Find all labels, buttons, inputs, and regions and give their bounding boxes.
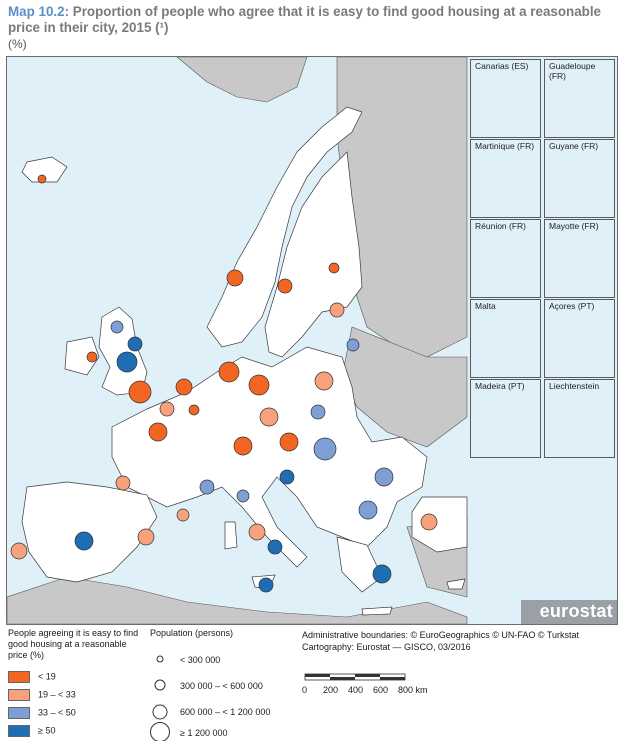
- map-frame[interactable]: Canarias (ES) Guadeloupe (FR) Martinique…: [6, 56, 618, 625]
- inset-madeira: Madeira (PT): [470, 379, 541, 458]
- city-circle: [372, 564, 392, 584]
- city-circle: [127, 336, 143, 352]
- city-circle: [116, 351, 138, 373]
- pop-class-3: 600 000 – < 1 200 000: [180, 707, 271, 717]
- swatch-19-33: [8, 689, 30, 701]
- city-circle: [248, 374, 270, 396]
- map-title: Map 10.2: Proportion of people who agree…: [8, 4, 608, 36]
- inset-canarias: Canarias (ES): [470, 59, 541, 138]
- share-class-1: < 19: [8, 671, 56, 683]
- city-circle: [188, 404, 200, 416]
- population-circles: [150, 655, 170, 741]
- inset-acores: Açores (PT): [544, 299, 615, 378]
- swatch-33-50: [8, 707, 30, 719]
- russia-land: [336, 57, 468, 358]
- city-circle: [148, 422, 168, 442]
- city-circle: [248, 523, 266, 541]
- share-legend: People agreeing it is easy to find good …: [8, 628, 148, 738]
- scale-bar-graphic: [304, 673, 406, 681]
- population-legend: Population (persons) < 300 000 300 000 –…: [150, 628, 300, 741]
- city-circle: [258, 577, 274, 593]
- city-circle: [176, 508, 190, 522]
- inset-reunion: Réunion (FR): [470, 219, 541, 298]
- greenland-land: [176, 57, 308, 103]
- city-circle: [218, 361, 240, 383]
- city-circle: [175, 378, 193, 396]
- inset-guyane: Guyane (FR): [544, 139, 615, 218]
- share-class-4: ≥ 50: [8, 725, 55, 737]
- inset-liechtenstein: Liechtenstein: [544, 379, 615, 458]
- city-circle: [346, 338, 360, 352]
- inset-mayotte: Mayotte (FR): [544, 219, 615, 298]
- city-circle: [199, 479, 215, 495]
- map-title-text: Proportion of people who agree that it i…: [8, 4, 602, 35]
- city-circle: [279, 469, 295, 485]
- pop-class-2: 300 000 – < 600 000: [180, 681, 263, 691]
- city-circle: [279, 432, 299, 452]
- sardinia-land: [224, 521, 238, 550]
- scale-tick-800: 800 km: [398, 685, 428, 695]
- norway-land: [206, 106, 363, 348]
- turkey-land: [411, 496, 468, 553]
- city-circle: [314, 371, 334, 391]
- city-circle: [328, 262, 340, 274]
- cyprus-land: [446, 578, 466, 590]
- scale-tick-600: 600: [373, 685, 389, 695]
- swatch-lt19: [8, 671, 30, 683]
- city-circle: [128, 380, 152, 404]
- city-circle: [310, 404, 326, 420]
- credits-cartography: Cartography: Eurostat — GISCO, 03/2016: [302, 642, 471, 652]
- pop-class-1: < 300 000: [180, 655, 221, 665]
- share-class-3: 33 – < 50: [8, 707, 76, 719]
- city-circle: [159, 401, 175, 417]
- eurostat-logo-bg: [521, 600, 617, 624]
- credits-boundaries: Administrative boundaries: © EuroGeograp…: [302, 630, 580, 640]
- city-circle: [277, 278, 293, 294]
- city-circle: [226, 269, 244, 287]
- scale-tick-200: 200: [323, 685, 339, 695]
- scale-tick-0: 0: [302, 685, 308, 695]
- city-circle: [10, 542, 28, 560]
- inset-guadeloupe: Guadeloupe (FR): [544, 59, 615, 138]
- scale-bar: 0 200 400 600 800 km: [302, 668, 442, 698]
- map-number: Map 10.2:: [8, 4, 70, 19]
- city-circle: [233, 436, 253, 456]
- swatch-ge50: [8, 725, 30, 737]
- city-circle: [313, 437, 337, 461]
- credits: Administrative boundaries: © EuroGeograp…: [302, 629, 579, 653]
- share-legend-title: People agreeing it is easy to find good …: [8, 628, 139, 660]
- city-circle: [115, 475, 131, 491]
- city-circle: [37, 174, 47, 184]
- greece-land: [336, 536, 383, 593]
- inset-martinique: Martinique (FR): [470, 139, 541, 218]
- iceland-land: [21, 156, 68, 183]
- share-class-2: 19 – < 33: [8, 689, 76, 701]
- city-circle: [137, 528, 155, 546]
- ireland-land: [64, 336, 100, 376]
- city-circle: [374, 467, 394, 487]
- city-circle: [74, 531, 94, 551]
- iberia-land: [21, 481, 158, 583]
- city-circle: [259, 407, 279, 427]
- population-legend-title: Population (persons): [150, 628, 234, 638]
- pop-class-4: ≥ 1 200 000: [180, 728, 228, 738]
- city-circles: [10, 174, 438, 593]
- city-circle: [329, 302, 345, 318]
- eurostat-logo: eurostat: [539, 601, 613, 621]
- city-circle: [358, 500, 378, 520]
- city-circle: [420, 513, 438, 531]
- inset-malta: Malta: [470, 299, 541, 378]
- city-circle: [86, 351, 98, 363]
- city-circle: [236, 489, 250, 503]
- city-circle: [267, 539, 283, 555]
- europe-map: [7, 57, 468, 624]
- city-circle: [110, 320, 124, 334]
- north-africa-land: [7, 576, 468, 624]
- map-units: (%): [8, 37, 27, 51]
- scale-tick-400: 400: [348, 685, 364, 695]
- crete-land: [361, 606, 393, 616]
